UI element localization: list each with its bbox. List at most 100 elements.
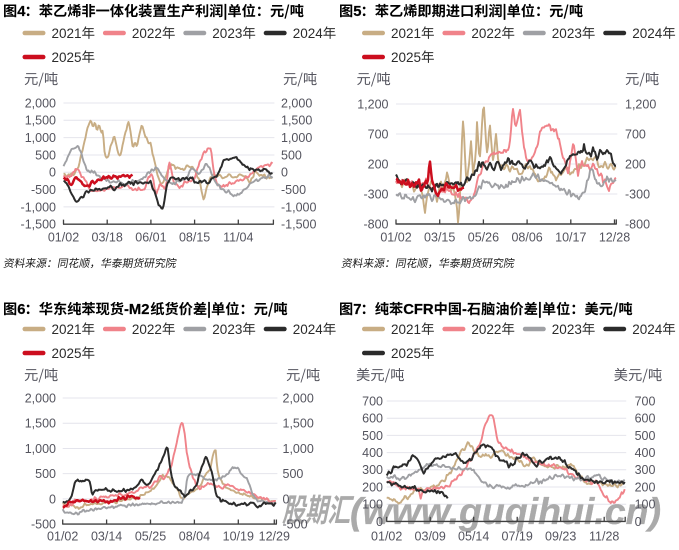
svg-text:-500: -500 [283, 518, 308, 532]
svg-text:01/02: 01/02 [48, 231, 79, 245]
svg-text:05/26: 05/26 [468, 231, 499, 245]
svg-text:100: 100 [635, 498, 656, 512]
svg-text:1,500: 1,500 [281, 114, 312, 128]
svg-text:03/15: 03/15 [424, 231, 455, 245]
svg-text:2023: 2023 [212, 26, 242, 41]
svg-text:-1,500: -1,500 [21, 218, 56, 232]
svg-text:2,000: 2,000 [25, 391, 56, 405]
svg-text:CFR: CFR [403, 302, 434, 318]
svg-text:2025: 2025 [391, 50, 421, 65]
svg-text:400: 400 [635, 446, 656, 460]
svg-text:2023: 2023 [212, 322, 242, 337]
svg-text:0: 0 [283, 492, 290, 506]
svg-text:0: 0 [281, 166, 288, 180]
svg-text:2022: 2022 [471, 322, 501, 337]
svg-text:300: 300 [635, 463, 656, 477]
svg-text:08/15: 08/15 [179, 231, 210, 245]
svg-text:11/28: 11/28 [589, 530, 619, 544]
svg-text:300: 300 [362, 463, 383, 477]
svg-text:1,500: 1,500 [283, 417, 314, 431]
svg-text:500: 500 [35, 467, 56, 481]
svg-text:2022: 2022 [132, 322, 162, 337]
svg-text:0: 0 [49, 492, 56, 506]
svg-text:1,000: 1,000 [281, 131, 312, 145]
svg-text:-300: -300 [363, 187, 388, 201]
svg-text:200: 200 [368, 157, 389, 171]
svg-text:400: 400 [362, 446, 383, 460]
svg-text:1,500: 1,500 [25, 417, 56, 431]
svg-text:07/19: 07/19 [502, 530, 533, 544]
svg-text:2,000: 2,000 [281, 96, 312, 110]
svg-text:200: 200 [625, 157, 646, 171]
svg-text:06/01: 06/01 [135, 231, 166, 245]
svg-text:2024: 2024 [293, 322, 324, 337]
svg-text:2024: 2024 [632, 322, 663, 337]
svg-text:1,000: 1,000 [25, 131, 56, 145]
svg-text:-1,000: -1,000 [281, 200, 316, 214]
svg-text:03/09: 03/09 [415, 530, 446, 544]
svg-text:-1,000: -1,000 [21, 200, 56, 214]
svg-text:10/19: 10/19 [223, 530, 254, 544]
svg-text:(www.guqihui.cn): (www.guqihui.cn) [350, 490, 661, 532]
svg-text:1,200: 1,200 [357, 97, 388, 111]
svg-text:500: 500 [362, 429, 383, 443]
svg-text:0: 0 [376, 515, 383, 529]
svg-text:600: 600 [635, 412, 656, 426]
svg-text:2021: 2021 [391, 26, 421, 41]
svg-text:2024: 2024 [293, 26, 324, 41]
svg-text:-1,500: -1,500 [281, 218, 316, 232]
svg-text:05/14: 05/14 [458, 530, 489, 544]
svg-text:-800: -800 [363, 217, 388, 231]
svg-text:6: 6 [17, 302, 25, 318]
svg-text:2025: 2025 [52, 346, 82, 361]
svg-text:05/25: 05/25 [135, 530, 166, 544]
svg-text:-500: -500 [281, 183, 306, 197]
svg-text:2023: 2023 [552, 322, 582, 337]
svg-text:08/06: 08/06 [511, 231, 542, 245]
svg-text:0: 0 [635, 515, 642, 529]
svg-text:500: 500 [283, 467, 304, 481]
svg-text:2021: 2021 [52, 26, 82, 41]
svg-text:2021: 2021 [391, 322, 421, 337]
svg-text:12/28: 12/28 [599, 231, 630, 245]
svg-text:5: 5 [353, 4, 361, 20]
svg-text:7: 7 [353, 302, 361, 318]
svg-text:-: - [462, 302, 467, 318]
svg-text:700: 700 [362, 394, 383, 408]
svg-text:600: 600 [362, 412, 383, 426]
svg-text:12/29: 12/29 [259, 530, 290, 544]
svg-text:500: 500 [35, 148, 56, 162]
svg-text:2025: 2025 [52, 50, 82, 65]
svg-text:03/14: 03/14 [91, 530, 122, 544]
svg-text:-800: -800 [625, 217, 650, 231]
svg-text:500: 500 [635, 429, 656, 443]
svg-text:10/17: 10/17 [555, 231, 586, 245]
svg-text:11/04: 11/04 [223, 231, 253, 245]
svg-text:-M2: -M2 [124, 302, 149, 318]
svg-text:-500: -500 [31, 518, 56, 532]
svg-text:700: 700 [625, 127, 646, 141]
svg-text:2023: 2023 [552, 26, 582, 41]
svg-text:-500: -500 [31, 183, 56, 197]
svg-text:1,000: 1,000 [25, 442, 56, 456]
svg-text:1,200: 1,200 [625, 97, 656, 111]
svg-text:01/02: 01/02 [380, 231, 411, 245]
svg-text:2022: 2022 [132, 26, 162, 41]
svg-text:2,000: 2,000 [283, 391, 314, 405]
svg-text:03/18: 03/18 [92, 231, 123, 245]
svg-text:200: 200 [635, 480, 656, 494]
svg-text:-300: -300 [625, 187, 650, 201]
svg-text:700: 700 [635, 394, 656, 408]
svg-text:01/02: 01/02 [371, 530, 402, 544]
svg-text:2,000: 2,000 [25, 96, 56, 110]
svg-text:200: 200 [362, 480, 383, 494]
svg-text:2025: 2025 [391, 346, 421, 361]
svg-text:500: 500 [281, 148, 302, 162]
svg-text:700: 700 [368, 127, 389, 141]
svg-text:09/23: 09/23 [545, 530, 576, 544]
svg-text:08/04: 08/04 [179, 530, 210, 544]
svg-text:2022: 2022 [471, 26, 501, 41]
svg-text:2021: 2021 [52, 322, 82, 337]
svg-text:1,500: 1,500 [25, 114, 56, 128]
svg-text:100: 100 [362, 498, 383, 512]
